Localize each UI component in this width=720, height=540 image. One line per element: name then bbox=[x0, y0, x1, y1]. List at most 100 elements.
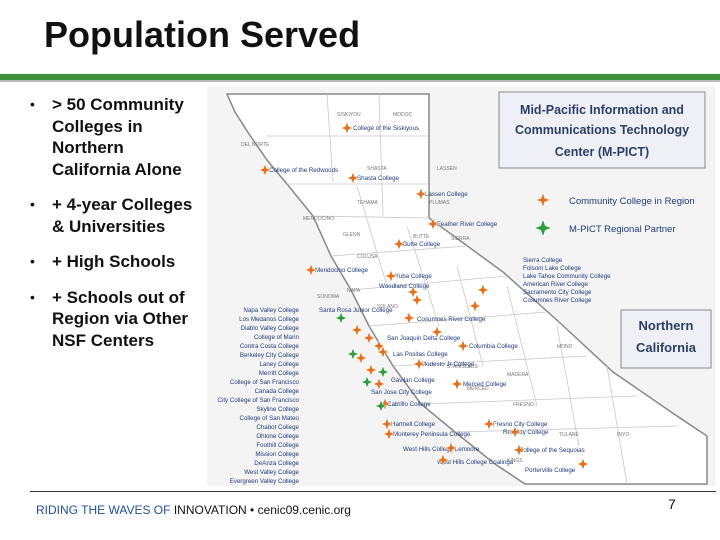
community-college-star-icon bbox=[508, 425, 522, 439]
bullet-item: • + Schools out of Region via Other NSF C… bbox=[22, 287, 197, 352]
college-label: Ohlone College bbox=[256, 433, 299, 440]
college-label: San Joaquin Delta College bbox=[387, 335, 461, 342]
community-college-star-icon bbox=[376, 345, 390, 359]
county-label: LASSEN bbox=[437, 166, 457, 172]
bullet-list: • > 50 Community Colleges in Northern Cal… bbox=[22, 94, 197, 365]
footer-divider bbox=[30, 491, 716, 492]
community-college-star-icon bbox=[468, 299, 482, 313]
college-label: DeAnza College bbox=[254, 460, 299, 467]
county-label: SOLANO bbox=[377, 304, 398, 310]
college-label: Woodland College bbox=[379, 283, 430, 290]
community-college-star-icon bbox=[414, 187, 428, 201]
community-college-star-icon bbox=[364, 363, 378, 377]
college-label: Santa Rosa Junior College bbox=[319, 307, 393, 314]
college-label: Columbia College bbox=[469, 343, 518, 350]
county-label: TEHAMA bbox=[357, 200, 379, 206]
community-college-stars bbox=[258, 121, 590, 471]
community-college-star-icon bbox=[346, 171, 360, 185]
college-label: Hartnell College bbox=[391, 421, 436, 428]
map-legend: Community College in Region M-PICT Regio… bbox=[532, 191, 695, 239]
community-college-star-icon bbox=[476, 283, 490, 297]
college-label: Lassen College bbox=[425, 191, 468, 198]
county-label: BUTTE bbox=[413, 234, 430, 240]
college-label: Canada College bbox=[255, 388, 300, 395]
college-label: Cabrillo College bbox=[387, 401, 431, 408]
community-college-star-icon bbox=[304, 263, 318, 277]
college-label: West Valley College bbox=[244, 469, 299, 476]
college-label: Mission College bbox=[255, 451, 299, 458]
community-college-star-icon bbox=[412, 357, 426, 371]
county-label: PLUMAS bbox=[429, 200, 450, 206]
community-college-star-icon bbox=[382, 427, 396, 441]
county-label: STANISLAUS bbox=[447, 364, 478, 370]
legend-green-star-icon bbox=[532, 217, 554, 239]
community-college-star-icon bbox=[402, 311, 416, 325]
regional-partner-star-icon bbox=[374, 399, 388, 413]
college-label: Porterville College bbox=[525, 467, 576, 474]
county-lines bbox=[267, 93, 678, 485]
college-label: Skyline College bbox=[256, 406, 299, 413]
title-divider-green bbox=[0, 74, 720, 80]
college-label: Monterey Peninsula College bbox=[393, 431, 471, 438]
community-college-star-icon bbox=[258, 163, 272, 177]
college-label: San Jose City College bbox=[371, 389, 432, 396]
region-box-line: California bbox=[636, 340, 697, 355]
college-label: Merritt College bbox=[259, 370, 300, 377]
county-label: MERCED bbox=[467, 386, 489, 392]
legend-label: M-PICT Regional Partner bbox=[569, 224, 675, 235]
college-label: Gavilan College bbox=[391, 377, 435, 384]
regional-partner-star-icon bbox=[334, 311, 348, 325]
college-label: Cosumnes River College bbox=[417, 316, 486, 323]
footer-brand-text: RIDING THE WAVES OF bbox=[36, 503, 171, 517]
community-college-star-icon bbox=[456, 339, 470, 353]
bullet-item: • + High Schools bbox=[22, 251, 197, 273]
community-college-star-icon bbox=[426, 217, 440, 231]
footer-innovation-text: INNOVATION bbox=[173, 503, 247, 517]
college-label: Sierra College bbox=[523, 257, 563, 264]
college-label: Sacramento City College bbox=[523, 289, 592, 296]
college-label: Folsom Lake College bbox=[523, 265, 582, 272]
community-college-star-icon bbox=[340, 121, 354, 135]
legend-label: Community College in Region bbox=[569, 196, 695, 207]
mpict-center-box: Mid-Pacific Information and Communicatio… bbox=[498, 91, 706, 169]
college-label: Mendocino College bbox=[315, 267, 369, 274]
county-label: FRESNO bbox=[513, 402, 534, 408]
community-college-star-icon bbox=[362, 331, 376, 345]
bullet-dot-icon: • bbox=[30, 196, 35, 212]
legend-orange-star-icon bbox=[534, 191, 552, 209]
community-college-star-icon bbox=[392, 237, 406, 251]
college-label: College of the Redwoods bbox=[269, 167, 338, 174]
county-label: GLENN bbox=[343, 232, 361, 238]
center-box-line: Communications Technology bbox=[515, 123, 689, 137]
region-box-line: Northern bbox=[639, 318, 694, 333]
college-label: College of the Sequoias bbox=[519, 447, 585, 454]
community-college-star-icon bbox=[576, 457, 590, 471]
county-label: SHASTA bbox=[367, 166, 387, 172]
county-label: KINGS bbox=[507, 458, 523, 464]
community-college-star-icon bbox=[350, 323, 364, 337]
county-label: MADERA bbox=[507, 372, 529, 378]
community-college-star-icon bbox=[430, 325, 444, 339]
college-label: College of San Mateo bbox=[239, 415, 299, 422]
bullet-text: + 4-year Colleges & Universities bbox=[52, 195, 193, 236]
college-label: West Hills College Coalinga bbox=[437, 459, 514, 466]
college-label: College of the Siskiyous bbox=[353, 125, 419, 132]
college-label: Diablo Valley College bbox=[241, 325, 300, 332]
county-label: MENDOCINO bbox=[303, 216, 334, 222]
community-college-star-icon bbox=[410, 293, 424, 307]
community-college-star-icon bbox=[436, 453, 450, 467]
regional-partner-star-icon bbox=[360, 375, 374, 389]
bullet-text: + High Schools bbox=[52, 252, 176, 271]
college-label: Shasta College bbox=[357, 175, 400, 182]
bullet-item: • + 4-year Colleges & Universities bbox=[22, 194, 197, 237]
bullet-text: > 50 Community Colleges in Northern Cali… bbox=[52, 95, 184, 179]
regional-partner-star-icon bbox=[346, 347, 360, 361]
college-label: Foothill College bbox=[256, 442, 299, 449]
county-label: MONO bbox=[557, 344, 573, 350]
college-label: Lake Tahoe Community College bbox=[523, 273, 611, 280]
community-college-star-icon bbox=[372, 377, 386, 391]
community-college-star-icon bbox=[450, 377, 464, 391]
college-label: Laney College bbox=[259, 361, 299, 368]
community-college-star-icon bbox=[380, 417, 394, 431]
center-box-line: Mid-Pacific Information and bbox=[520, 103, 684, 117]
